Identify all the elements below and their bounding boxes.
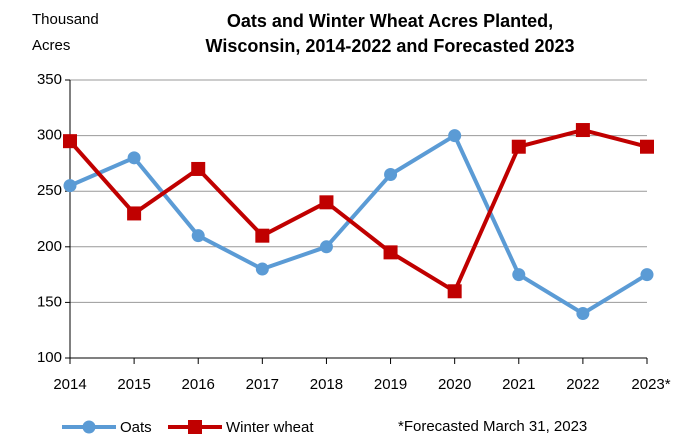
x-tick-label: 2021 [502, 376, 535, 393]
x-tick-label: 2015 [117, 376, 150, 393]
x-tick-label: 2020 [438, 376, 471, 393]
data-point [255, 262, 269, 276]
x-tick-label: 2014 [53, 376, 86, 393]
x-tick-label: 2023* [631, 376, 670, 393]
y-tick-label: 250 [37, 182, 62, 199]
y-axis-label: Acres [32, 37, 70, 54]
chart-title: Oats and Winter Wheat Acres Planted, [227, 11, 553, 31]
chart-title: Wisconsin, 2014-2022 and Forecasted 2023 [205, 36, 574, 56]
legend-label: Winter wheat [226, 419, 314, 435]
x-tick-label: 2022 [566, 376, 599, 393]
data-point [448, 129, 462, 143]
data-point [447, 284, 462, 299]
data-point [63, 134, 77, 149]
data-point [191, 161, 206, 176]
legend-marker [188, 420, 202, 434]
data-point [640, 268, 654, 282]
data-point [127, 151, 141, 165]
data-point [384, 168, 398, 182]
data-point [640, 139, 654, 154]
x-tick-label: 2018 [310, 376, 343, 393]
y-tick-label: 150 [37, 293, 62, 310]
y-tick-label: 200 [37, 238, 62, 255]
data-point [575, 123, 590, 138]
y-tick-label: 100 [37, 349, 62, 366]
data-point [319, 240, 333, 254]
data-point [255, 228, 270, 243]
data-point [63, 179, 77, 193]
y-tick-label: 300 [37, 127, 62, 144]
data-point [127, 206, 142, 221]
legend-label: Oats [120, 419, 152, 435]
x-tick-label: 2017 [246, 376, 279, 393]
x-tick-label: 2019 [374, 376, 407, 393]
series-line [68, 128, 648, 294]
x-tick-label: 2016 [182, 376, 215, 393]
annotation: *Forecasted March 31, 2023 [398, 418, 587, 435]
data-point [191, 229, 205, 243]
data-point [319, 195, 334, 210]
series-line [69, 133, 649, 316]
y-tick-label: 350 [37, 71, 62, 88]
data-point [512, 268, 526, 282]
y-axis-label: Thousand [32, 11, 99, 28]
data-point [511, 139, 526, 154]
data-point [383, 245, 398, 260]
data-point [576, 307, 590, 321]
legend-marker [82, 420, 96, 434]
